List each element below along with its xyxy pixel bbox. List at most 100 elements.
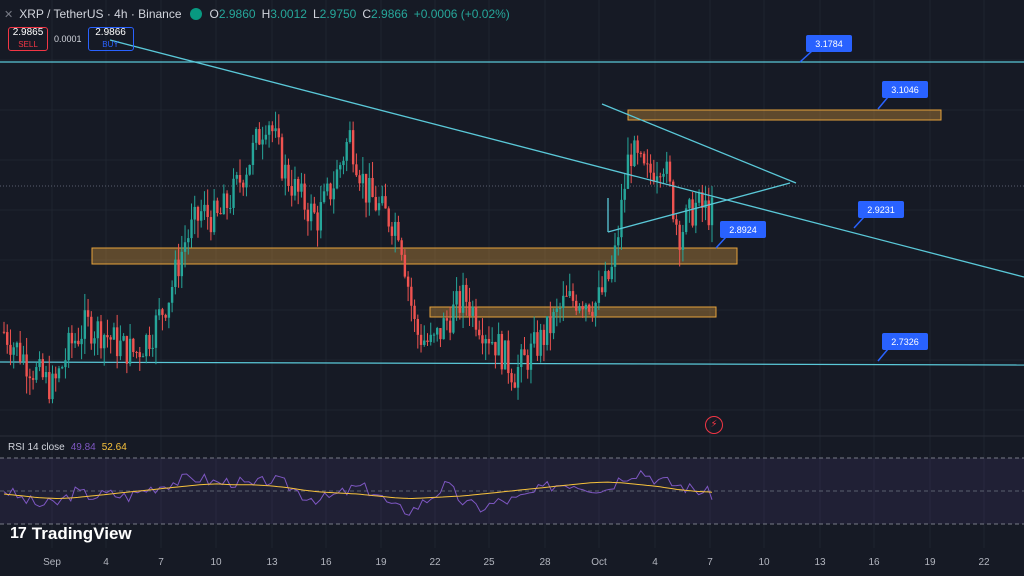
candle-body-117 bbox=[381, 196, 384, 204]
candle-body-161 bbox=[523, 349, 526, 356]
candle-body-164 bbox=[532, 332, 536, 344]
zone-middle bbox=[91, 247, 738, 265]
candle-body-121 bbox=[393, 221, 397, 236]
candle-body-206 bbox=[668, 161, 672, 182]
candle-body-163 bbox=[529, 343, 533, 370]
candle-body-33 bbox=[109, 337, 112, 340]
price-label-leader-4 bbox=[877, 348, 889, 362]
candle-body-198 bbox=[642, 153, 646, 164]
candle-body-127 bbox=[413, 305, 416, 319]
candle-body-65 bbox=[212, 200, 216, 233]
alert-bolt-icon[interactable]: ⚡ bbox=[705, 416, 723, 434]
candle-body-72 bbox=[235, 175, 238, 179]
candle-body-195 bbox=[633, 140, 636, 167]
market-open-icon bbox=[189, 8, 202, 20]
candle-body-120 bbox=[390, 226, 394, 236]
buy-button[interactable]: 2.9866 BUY bbox=[87, 27, 134, 51]
candle-body-129 bbox=[419, 334, 423, 345]
price-label-leader-1 bbox=[877, 96, 889, 110]
candle-body-90 bbox=[293, 179, 297, 196]
candle-body-111 bbox=[361, 173, 365, 184]
candle-body-97 bbox=[316, 212, 319, 231]
spread-value: 0.0001 bbox=[54, 34, 82, 44]
candle-body-91 bbox=[296, 179, 300, 192]
candle-body-61 bbox=[200, 211, 203, 221]
candle-body-160 bbox=[520, 349, 523, 368]
symbol-title[interactable]: XRP / TetherUS · 4h · Binance bbox=[19, 7, 182, 21]
candle-body-141 bbox=[458, 291, 462, 313]
price-label-leader-3 bbox=[715, 236, 727, 249]
candle-body-218 bbox=[707, 200, 710, 226]
candle-body-207 bbox=[672, 181, 675, 220]
x-tick-label-12: 7 bbox=[707, 557, 713, 568]
candle-body-188 bbox=[610, 266, 613, 280]
candle-body-199 bbox=[646, 163, 649, 165]
candle-body-104 bbox=[339, 165, 342, 170]
candle-body-34 bbox=[112, 327, 116, 340]
price-label-1: 3.1046 bbox=[891, 85, 919, 95]
candle-body-109 bbox=[355, 164, 358, 176]
candle-body-102 bbox=[332, 188, 335, 200]
candle-body-22 bbox=[73, 340, 77, 344]
candle-body-30 bbox=[99, 321, 103, 349]
tradingview-logo[interactable]: 17 TradingView bbox=[10, 524, 132, 544]
candle-body-60 bbox=[196, 206, 200, 221]
candle-body-116 bbox=[377, 203, 381, 211]
candle-body-177 bbox=[575, 300, 578, 311]
candle-body-142 bbox=[461, 284, 465, 313]
price-label-2: 2.9231 bbox=[867, 205, 895, 215]
sell-button[interactable]: 2.9865 SELL bbox=[8, 27, 48, 51]
rsi-value: 49.84 bbox=[70, 442, 96, 453]
candle-body-197 bbox=[639, 152, 643, 154]
candle-body-37 bbox=[122, 336, 125, 341]
x-tick-label-2: 7 bbox=[158, 557, 164, 568]
candle-body-216 bbox=[701, 192, 704, 208]
candle-body-183 bbox=[594, 302, 597, 317]
candle-body-54 bbox=[177, 259, 180, 277]
candle-body-99 bbox=[322, 191, 326, 203]
candle-body-46 bbox=[151, 347, 154, 349]
candle-body-40 bbox=[132, 338, 135, 352]
rsi-ma-line bbox=[3, 481, 713, 500]
candle-body-124 bbox=[403, 254, 407, 277]
candle-body-82 bbox=[267, 125, 271, 135]
candle-body-196 bbox=[636, 140, 639, 153]
candle-body-175 bbox=[568, 291, 571, 296]
candle-body-0 bbox=[2, 331, 6, 333]
candle-body-49 bbox=[161, 309, 164, 315]
candle-body-47 bbox=[154, 315, 158, 348]
candle-body-76 bbox=[248, 164, 251, 175]
price-label-leader-0 bbox=[799, 50, 813, 63]
candle-body-151 bbox=[490, 342, 494, 344]
candle-body-179 bbox=[581, 306, 584, 310]
x-tick-label-13: 10 bbox=[758, 557, 770, 568]
candle-body-89 bbox=[290, 186, 293, 196]
candle-body-140 bbox=[455, 291, 458, 305]
candle-body-11 bbox=[38, 359, 41, 368]
candle-body-186 bbox=[604, 271, 607, 293]
candle-body-123 bbox=[400, 240, 403, 255]
candle-body-28 bbox=[93, 338, 96, 344]
candle-body-7 bbox=[25, 354, 28, 377]
candle-body-41 bbox=[135, 351, 138, 353]
candle-body-53 bbox=[174, 259, 177, 287]
candle-body-84 bbox=[274, 128, 277, 132]
candle-body-205 bbox=[665, 161, 668, 174]
candle-body-135 bbox=[439, 328, 442, 340]
candle-body-200 bbox=[649, 163, 652, 173]
candle-body-51 bbox=[167, 302, 171, 318]
candle-body-146 bbox=[474, 306, 478, 330]
candle-body-213 bbox=[691, 199, 694, 226]
candle-body-134 bbox=[436, 328, 439, 335]
candle-body-50 bbox=[164, 314, 167, 318]
candle-body-202 bbox=[655, 176, 659, 182]
candle-body-103 bbox=[335, 169, 339, 189]
collapse-icon[interactable]: ✕ bbox=[4, 8, 14, 21]
candle-body-184 bbox=[597, 287, 601, 303]
candle-body-180 bbox=[584, 304, 588, 310]
candle-body-88 bbox=[287, 164, 290, 187]
candle-body-212 bbox=[688, 199, 691, 209]
candle-body-23 bbox=[77, 340, 80, 345]
